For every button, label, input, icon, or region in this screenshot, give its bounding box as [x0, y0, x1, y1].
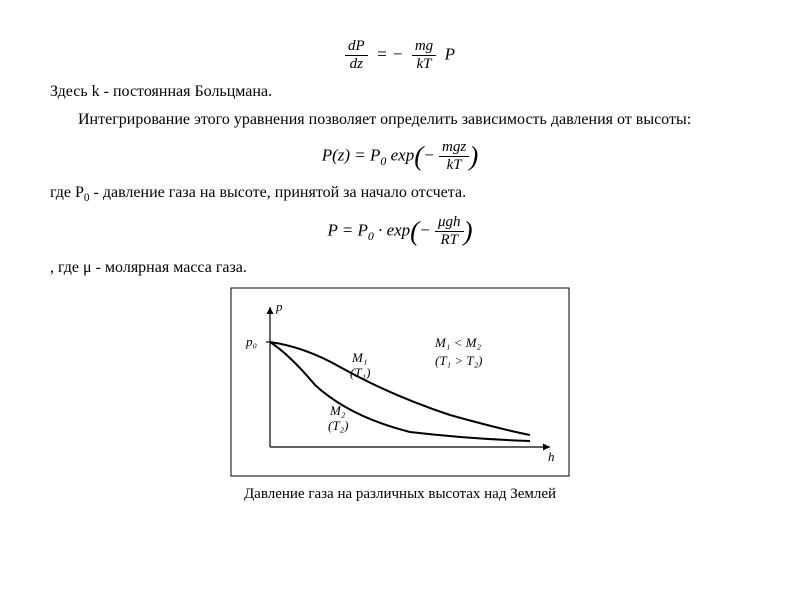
y-axis-label: p — [275, 299, 283, 314]
curve-M1 — [270, 342, 530, 435]
eq1-rhs-num: mg — [412, 38, 436, 56]
chart-caption: Давление газа на различных высотах над З… — [50, 486, 750, 503]
x-axis-label: h — [548, 449, 555, 464]
equation-3: P = P0 · exp(− μgh RT ) — [50, 214, 750, 249]
pressure-height-chart: p h p₀ M₁(T₁) M₂(T₂) M₁ < M₂ (T₁ > T₂) — [230, 287, 570, 477]
eq2-num: mgz — [439, 139, 469, 157]
chart-annotation-1: M₁ < M₂ — [434, 335, 481, 350]
eq1-tail: P — [445, 44, 455, 63]
eq1-lhs-frac: dP dz — [345, 38, 368, 73]
eq1-rhs-frac: mg kT — [412, 38, 436, 73]
eq3-op: · exp — [374, 221, 410, 240]
eq2-op: exp — [386, 145, 414, 164]
eq1-rhs-den: kT — [412, 56, 436, 73]
eq3-num: μgh — [435, 214, 464, 232]
text-integration: Интегрирование этого уравнения позволяет… — [50, 111, 750, 129]
curve-sublabel-M2: (T₂) — [328, 418, 348, 433]
text3-post: - давление газа на высоте, принятой за н… — [90, 184, 467, 201]
text-boltzmann: Здесь k - постоянная Больцмана. — [50, 83, 750, 101]
eq3-frac: μgh RT — [435, 214, 464, 249]
chart-container: p h p₀ M₁(T₁) M₂(T₂) M₁ < M₂ (T₁ > T₂) Давлени… — [50, 287, 750, 503]
curve-sublabel-M1: (T₁) — [350, 365, 370, 380]
equation-2: P(z) = P0 exp(− mgz kT ) — [50, 139, 750, 174]
chart-border — [231, 288, 569, 476]
eq2-lhs: P(z) = P — [322, 145, 381, 164]
eq2-frac: mgz kT — [439, 139, 469, 174]
p0-tick-label: p₀ — [245, 334, 257, 349]
text-p0: где P0 - давление газа на высоте, принят… — [50, 184, 750, 204]
chart-annotation-2: (T₁ > T₂) — [435, 353, 482, 368]
text3-pre: где P — [50, 184, 84, 201]
eq1-lhs-num: dP — [345, 38, 368, 56]
curve-label-M1: M₁ — [351, 350, 367, 365]
curve-label-M2: M₂ — [329, 403, 346, 418]
eq1-lhs-den: dz — [345, 56, 368, 73]
eq3-lhs: P = P — [327, 221, 367, 240]
eq2-den: kT — [439, 157, 469, 174]
equation-1: dP dz = − mg kT P — [50, 38, 750, 73]
text-mu: , где μ - молярная масса газа. — [50, 259, 750, 277]
eq3-den: RT — [435, 232, 464, 249]
